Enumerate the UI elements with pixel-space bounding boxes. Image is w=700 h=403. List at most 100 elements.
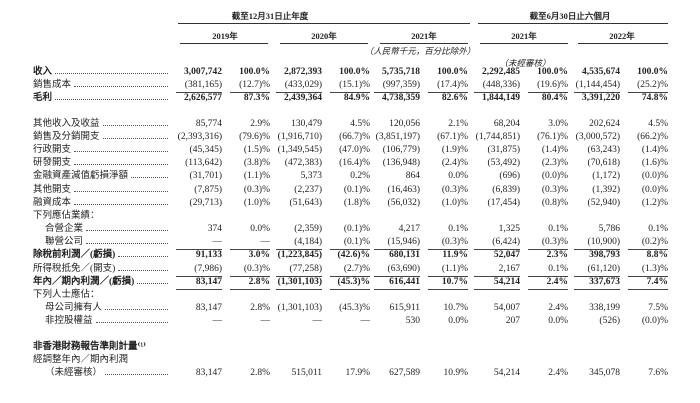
spacer [0,106,700,118]
percentage-cell: (0.3)% [243,184,270,195]
percentage-cell: 0.2% [350,171,370,182]
percentage-cell: (15.1)% [339,80,370,91]
table-row: 下列人士應佔： [0,289,700,302]
divider [178,23,470,24]
amount-cell: 85,774 [195,118,222,129]
percentage-cell: (1.3)% [641,263,668,274]
percentage-cell: (0.1)% [343,237,370,248]
amount-cell: 91,133 [195,250,222,261]
amount-cell: (381,165) [184,80,222,91]
year-header: 2021年 [511,31,537,41]
dot-leader [86,230,168,232]
amount-cell: 5,786 [598,224,620,235]
percentage-cell: 10.7% [443,303,468,314]
underline [276,275,322,277]
percentage-cell: (1.1)% [441,263,468,274]
table-row: 收入 3,007,742 100.0% 2,872,393 100.0% 5,735,71… [0,66,700,79]
table-row: 其他收入及收益 85,774 2.9% 130,479 4.5% 120,056 2.1% 6… [0,118,700,131]
amount-cell: 338,199 [589,303,620,314]
amount-cell: 54,214 [493,276,520,287]
amount-cell: (45,345) [189,144,222,155]
percentage-cell: 7.6% [648,367,668,378]
percentage-cell: (3.8)% [243,158,270,169]
unit-note: （人民幣千元，百分比除外） [364,46,476,56]
amount-cell: (472,383) [284,158,322,169]
percentage-cell: (1.5)% [243,144,270,155]
amount-cell: (2,359) [294,224,322,235]
underline [528,275,568,277]
percentage-cell: 100.0% [239,67,270,77]
underline [474,92,520,94]
table-row: 合營企業 374 0.0% (2,359) (0.1)% 4,217 0.1% 1,325 0.… [0,223,700,236]
underline [574,275,620,277]
table-row: 銷售及分銷開支 (2,393,316) (79.6)% (1,916,710) (66.… [0,131,700,144]
percentage-cell: 100.0% [637,67,668,77]
amount-cell: 2,292,485 [482,67,520,77]
dot-leader [137,282,168,284]
percentage-cell: (1.4)% [641,144,668,155]
percentage-cell: (42.6)% [337,250,370,261]
row-label: 非香港財務報告準則計量⁽¹⁾ [33,341,147,352]
percentage-cell: (0.3)% [441,237,468,248]
underline [628,289,668,290]
underline [330,289,370,290]
percentage-cell: 74.8% [641,93,668,104]
percentage-cell: (25.2)% [637,80,668,91]
amount-cell: (63,243) [587,144,620,155]
amount-cell: 83,147 [195,367,222,378]
percentage-cell: (0.0)% [641,171,668,182]
percentage-cell: (1.0)% [441,197,468,208]
amount-cell: — [312,316,323,327]
year-header: 2022年 [609,31,635,41]
percentage-cell: 2.3% [546,250,568,261]
percentage-cell: 2.4% [546,276,568,287]
amount-cell: (1,744,851) [475,131,520,142]
dot-leader [131,177,168,179]
percentage-cell: (17.4)% [437,80,468,91]
amount-cell: (52,940) [587,197,620,208]
percentage-cell: 17.9% [345,367,370,378]
year-header: 2020年 [311,31,337,41]
underline [276,92,322,94]
percentage-cell: 100.0% [537,67,568,77]
percentage-cell: (1.4)% [541,144,568,155]
percentage-cell: 0.1% [548,263,568,274]
amount-cell: (7,875) [194,184,222,195]
percentage-cell: (0.2)% [641,237,668,248]
divider [578,43,668,44]
table-row: 研發開支 (113,642) (3.8)% (472,383) (16.4)% (136,… [0,157,700,170]
amount-cell: (4,184) [294,237,322,248]
percentage-cell: (1.8)% [343,197,370,208]
percentage-cell: 100.0% [339,67,370,77]
underline [374,289,420,290]
amount-cell: (1,172) [592,171,620,182]
underline [330,249,370,251]
row-label: 年內／期內利潤／(虧損) [33,276,170,289]
percentage-cell: 7.5% [648,303,668,314]
percentage-cell: 0.0% [250,224,270,235]
amount-cell: (2,237) [294,184,322,195]
table-row: 聯營公司 — — (4,184) (0.1)% (15,946) (0.3)% (6,424)… [0,236,700,251]
table-row: （未經審核） 83,147 2.8% 515,011 17.9% 627,589 10.9%… [0,367,700,380]
amount-cell: 4,738,359 [382,93,420,104]
percentage-cell: (67.1)% [437,131,468,142]
underline [276,249,322,251]
amount-cell: (696) [499,171,520,182]
amount-cell: (70,618) [587,158,620,169]
table-row: 年內／期內利潤／(虧損) 83,147 2.8% (1,301,103) (45.3)%… [0,276,700,290]
group-header-interim: 截至6月30日止六個月 [529,11,611,21]
table-row: 融資成本 (29,713) (1.0)% (51,643) (1.8)% (56,032)… [0,197,700,210]
amount-cell: (1,223,845) [277,250,322,261]
percentage-cell: (0.3)% [541,184,568,195]
dot-leader [74,86,168,88]
percentage-cell: 2.1% [448,118,468,129]
table-row: 非控股權益 — — — — 530 0.0% 207 0.0% (526) (0.0)% [0,315,700,328]
percentage-cell: 2.9% [250,118,270,129]
underline [474,249,520,251]
percentage-cell: (1.9)% [441,144,468,155]
amount-cell: (29,713) [189,197,222,208]
amount-cell: 120,056 [389,118,420,129]
percentage-cell: 2.8% [250,303,270,314]
dot-leader [95,322,168,324]
percentage-cell: 4.5% [350,118,370,129]
